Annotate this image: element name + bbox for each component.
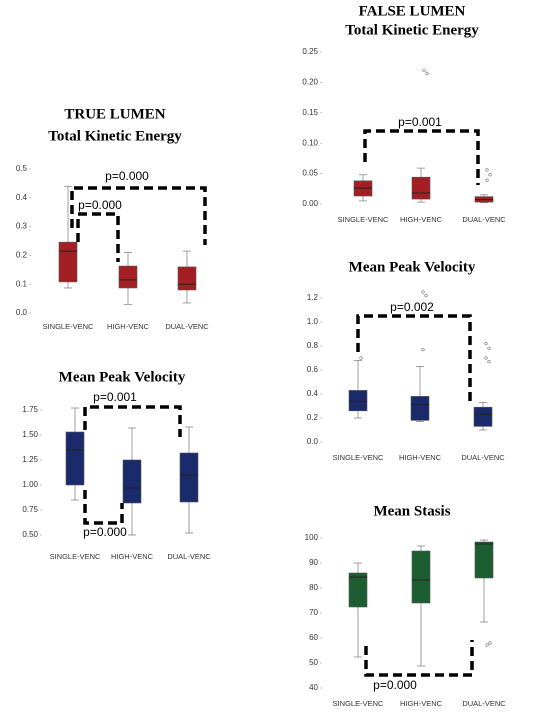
y-tick-label: 0.2 <box>16 251 28 260</box>
outlier <box>422 68 426 72</box>
x-tick-label: DUAL-VENC <box>165 322 209 331</box>
box <box>474 541 494 579</box>
chart-title: Mean Peak Velocity <box>59 369 186 385</box>
x-tick-label: SINGLE-VENC <box>43 322 94 331</box>
y-tick-label: 0.4 <box>16 193 28 202</box>
box <box>410 396 430 421</box>
y-tick-label: 0.25 <box>302 47 318 56</box>
y-tick-label: 1.2 <box>307 293 319 302</box>
box <box>348 390 368 412</box>
outlier <box>487 346 491 351</box>
box <box>411 550 431 604</box>
x-tick-label: SINGLE-VENC <box>338 215 389 224</box>
x-tick-label: SINGLE-VENC <box>50 552 101 561</box>
p-value: p=0.002 <box>390 300 434 314</box>
significance-bracket <box>76 212 120 262</box>
chart-title: FALSE LUMEN <box>359 3 466 19</box>
x-tick-label: HIGH-VENC <box>399 453 442 462</box>
p-value: p=0.000 <box>373 678 417 692</box>
y-tick-label: 1.75 <box>22 405 38 414</box>
outlier <box>421 290 425 294</box>
y-tick-label: 0.10 <box>302 138 318 147</box>
y-tick-label: 0.50 <box>22 530 38 539</box>
chart-title: TRUE LUMEN <box>64 106 165 122</box>
y-tick-label: 1.00 <box>22 480 38 489</box>
box <box>58 241 78 283</box>
significance-bracket <box>70 186 207 245</box>
y-tick-label: 0.0 <box>307 437 319 446</box>
x-tick-label: DUAL-VENC <box>462 215 506 224</box>
y-tick-label: 70 <box>309 608 318 617</box>
significance-bracket <box>83 405 182 437</box>
y-tick-label: 0.20 <box>302 78 318 87</box>
box <box>65 431 85 486</box>
y-tick-label: 90 <box>309 558 318 567</box>
outlier <box>424 294 428 298</box>
chart-subtitle: Total Kinetic Energy <box>345 22 479 38</box>
significance-bracket <box>363 129 480 185</box>
box <box>122 459 142 504</box>
significance-bracket <box>364 640 474 677</box>
y-tick-label: 1.50 <box>22 430 38 439</box>
y-tick-label: 0.4 <box>307 389 319 398</box>
y-tick-label: 40 <box>309 683 318 692</box>
p-value: p=0.000 <box>105 169 149 183</box>
y-tick-label: 0.75 <box>22 505 38 514</box>
y-tick-label: 80 <box>309 583 318 592</box>
p-value: p=0.000 <box>78 198 122 212</box>
y-tick-label: 0.0 <box>16 308 28 317</box>
x-tick-label: DUAL-VENC <box>462 699 506 708</box>
y-tick-label: 0.8 <box>307 341 319 350</box>
x-tick-label: HIGH-VENC <box>400 699 443 708</box>
outlier <box>488 173 492 177</box>
outlier <box>487 360 491 364</box>
chart-title: Mean Peak Velocity <box>349 259 476 275</box>
y-tick-label: 0.05 <box>302 169 318 178</box>
y-tick-label: 1.0 <box>307 317 319 326</box>
y-tick-label: 0.5 <box>16 164 28 173</box>
y-tick-label: 100 <box>305 533 319 542</box>
chart-subtitle: Total Kinetic Energy <box>48 128 182 144</box>
chart-title: Mean Stasis <box>373 503 450 519</box>
y-tick-label: 0.15 <box>302 108 318 117</box>
box <box>118 265 138 289</box>
y-tick-label: 0.1 <box>16 279 28 288</box>
p-value: p=0.000 <box>83 525 127 539</box>
p-value: p=0.001 <box>398 115 442 129</box>
y-tick-label: 60 <box>309 633 318 642</box>
x-tick-label: HIGH-VENC <box>111 552 154 561</box>
box <box>177 266 197 291</box>
x-tick-label: DUAL-VENC <box>167 552 211 561</box>
x-tick-label: SINGLE-VENC <box>333 699 384 708</box>
outlier <box>484 356 488 360</box>
box <box>473 406 493 427</box>
p-value: p=0.001 <box>93 390 137 404</box>
outlier <box>485 168 489 172</box>
box <box>411 176 431 200</box>
box <box>179 452 199 503</box>
significance-bracket <box>83 490 124 525</box>
x-tick-label: HIGH-VENC <box>107 322 150 331</box>
x-tick-label: HIGH-VENC <box>400 215 443 224</box>
y-tick-label: 0.3 <box>16 222 28 231</box>
outlier <box>425 71 429 75</box>
y-tick-label: 50 <box>309 658 318 667</box>
box <box>348 572 368 608</box>
y-tick-label: 0.00 <box>302 199 318 208</box>
y-tick-label: 0.6 <box>307 365 319 374</box>
outlier <box>484 342 488 346</box>
y-tick-label: 1.25 <box>22 455 38 464</box>
y-tick-label: 0.2 <box>307 413 319 422</box>
significance-bracket <box>356 314 472 405</box>
outlier <box>359 356 363 360</box>
x-tick-label: SINGLE-VENC <box>333 453 384 462</box>
x-tick-label: DUAL-VENC <box>461 453 505 462</box>
outlier <box>421 348 425 352</box>
outlier <box>485 643 489 647</box>
outlier <box>485 178 489 182</box>
outlier <box>488 641 492 645</box>
